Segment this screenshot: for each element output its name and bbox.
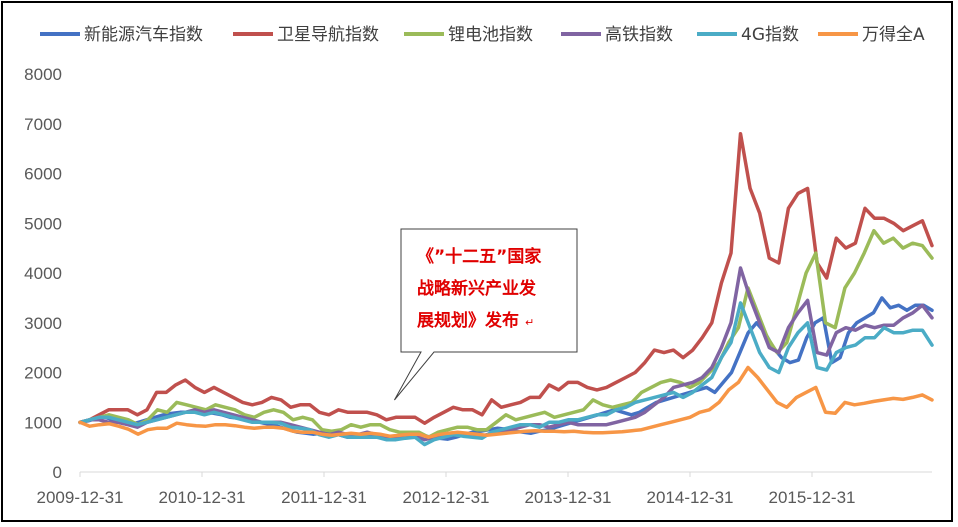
legend-label: 万得全A [862, 25, 925, 45]
x-tick-label: 2009-12-31 [37, 488, 124, 507]
x-tick-label: 2012-12-31 [403, 488, 490, 507]
y-axis: 0 1000 2000 3000 4000 5000 6000 7000 8000 [24, 65, 62, 482]
series-line-5 [78, 365, 934, 439]
series-line-4 [78, 301, 934, 447]
series-line-2 [78, 228, 934, 439]
y-tick-label: 1000 [24, 413, 62, 432]
legend-label: 锂电池指数 [448, 25, 533, 45]
legend-label: 卫星导航指数 [277, 25, 379, 45]
x-tick-label: 2010-12-31 [159, 488, 246, 507]
y-tick-label: 3000 [24, 314, 62, 333]
annotation-line: 《”十二五”国家 [417, 246, 541, 267]
annotation-line: 战略新兴产业发 [417, 278, 537, 299]
legend-label: 4G指数 [741, 25, 799, 45]
y-tick-label: 6000 [24, 165, 62, 184]
x-axis: 2009-12-31 2010-12-31 2011-12-31 2012-12-31… [37, 471, 932, 507]
y-tick-label: 5000 [24, 214, 62, 233]
plot-area [78, 131, 934, 447]
x-tick-label: 2015-12-31 [769, 488, 856, 507]
y-tick-label: 2000 [24, 364, 62, 383]
series-line-3 [78, 266, 934, 442]
x-tick-label: 2014-12-31 [647, 488, 734, 507]
legend-label: 新能源汽车指数 [84, 25, 203, 45]
y-tick-label: 8000 [24, 65, 62, 84]
x-tick-label: 2011-12-31 [281, 488, 367, 507]
annotation-box [393, 228, 578, 401]
y-tick-label: 7000 [24, 115, 62, 134]
annotation-line: 展规划》发布 [417, 310, 519, 331]
legend-label: 高铁指数 [605, 25, 673, 45]
x-tick-label: 2013-12-31 [525, 488, 612, 507]
legend: 新能源汽车指数 卫星导航指数 锂电池指数 高铁指数 4G指数 万得全A [40, 25, 925, 45]
return-mark-icon: ↵ [525, 316, 534, 329]
series-line-1 [78, 131, 934, 425]
y-tick-label: 4000 [24, 264, 62, 283]
y-tick-label: 0 [53, 463, 62, 482]
